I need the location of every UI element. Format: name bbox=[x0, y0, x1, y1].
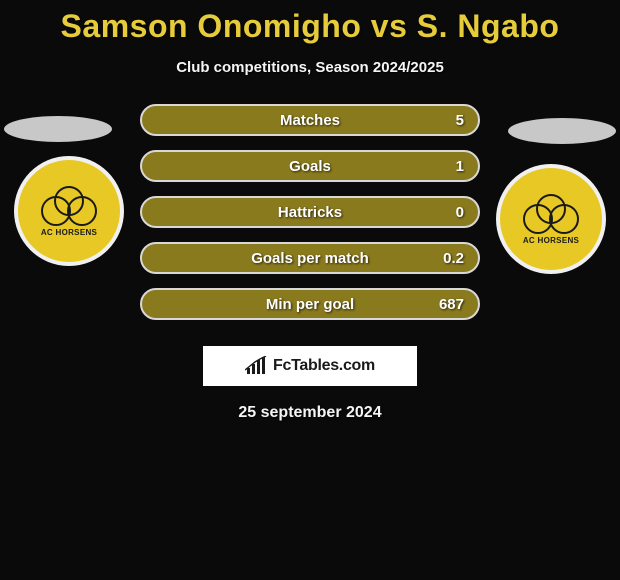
stat-label: Matches bbox=[280, 112, 340, 129]
snapshot-date: 25 september 2024 bbox=[0, 404, 620, 422]
club-rings-icon bbox=[523, 194, 579, 234]
club-badge-right-text: AC HORSENS bbox=[523, 236, 579, 245]
club-badge-left-text: AC HORSENS bbox=[41, 228, 97, 237]
stat-row-min-per-goal: Min per goal 687 bbox=[140, 288, 480, 320]
stat-value-right: 0.2 bbox=[443, 250, 464, 267]
player-left-ellipse bbox=[4, 116, 112, 142]
club-badge-right: AC HORSENS bbox=[500, 168, 602, 270]
stat-row-goals: Goals 1 bbox=[140, 150, 480, 182]
fctables-logo-text: FcTables.com bbox=[273, 357, 375, 375]
fctables-logo: FcTables.com bbox=[203, 346, 417, 386]
stat-value-right: 1 bbox=[456, 158, 464, 175]
club-badge-left: AC HORSENS bbox=[18, 160, 120, 262]
stats-area: AC HORSENS AC HORSENS Matches 5 Goals 1 … bbox=[0, 104, 620, 334]
stat-row-hattricks: Hattricks 0 bbox=[140, 196, 480, 228]
stat-label: Hattricks bbox=[278, 204, 342, 221]
stat-label: Min per goal bbox=[266, 296, 354, 313]
club-badge-left-inner: AC HORSENS bbox=[32, 174, 106, 248]
club-badge-right-inner: AC HORSENS bbox=[514, 182, 588, 256]
comparison-subtitle: Club competitions, Season 2024/2025 bbox=[0, 59, 620, 76]
stat-value-right: 0 bbox=[456, 204, 464, 221]
stat-value-right: 687 bbox=[439, 296, 464, 313]
stat-row-matches: Matches 5 bbox=[140, 104, 480, 136]
bar-chart-icon bbox=[245, 356, 267, 376]
comparison-title: Samson Onomigho vs S. Ngabo bbox=[0, 0, 620, 45]
stat-label: Goals per match bbox=[251, 250, 369, 267]
stats-list: Matches 5 Goals 1 Hattricks 0 Goals per … bbox=[140, 104, 480, 334]
stat-value-right: 5 bbox=[456, 112, 464, 129]
player-right-ellipse bbox=[508, 118, 616, 144]
stat-row-goals-per-match: Goals per match 0.2 bbox=[140, 242, 480, 274]
stat-label: Goals bbox=[289, 158, 331, 175]
club-rings-icon bbox=[41, 186, 97, 226]
